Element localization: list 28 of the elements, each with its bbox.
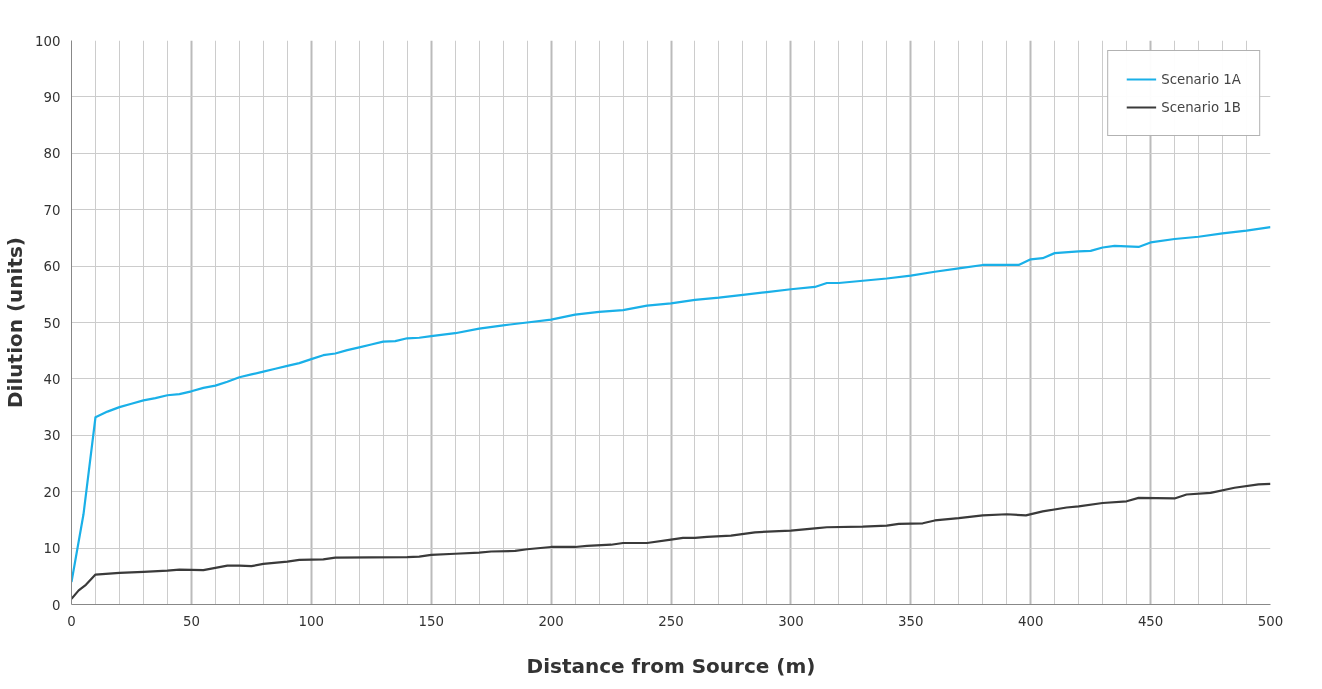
y-tick-label: 0 — [52, 597, 61, 613]
x-tick-label: 450 — [1137, 613, 1164, 629]
y-tick-label: 30 — [43, 428, 61, 444]
y-tick-label: 70 — [43, 202, 61, 218]
y-tick-label: 90 — [43, 89, 61, 105]
x-tick-label: 50 — [182, 613, 200, 629]
y-tick-label: 40 — [43, 371, 61, 387]
x-tick-label: 300 — [778, 613, 804, 629]
x-tick-label: 100 — [298, 613, 325, 629]
x-tick-label: 200 — [538, 613, 564, 629]
y-tick-label: 10 — [43, 541, 61, 557]
legend-label: Scenario 1B — [1161, 99, 1241, 115]
x-tick-label: 400 — [1017, 613, 1044, 629]
x-tick-label: 0 — [67, 613, 76, 629]
y-tick-label: 60 — [43, 259, 61, 275]
x-tick-label: 350 — [898, 613, 924, 629]
x-tick-label: 150 — [418, 613, 444, 629]
y-axis-title: Dilution (units) — [3, 236, 28, 408]
line-series — [71, 226, 1271, 584]
y-tick-label: 20 — [43, 484, 61, 500]
x-axis-title: Distance from Source (m) — [526, 653, 816, 678]
y-tick-label: 100 — [35, 33, 61, 49]
legend-label: Scenario 1A — [1161, 71, 1241, 87]
y-tick-label: 50 — [43, 315, 61, 331]
y-tick-label: 80 — [43, 146, 61, 162]
x-tick-label: 500 — [1257, 613, 1284, 629]
line-series — [71, 482, 1271, 600]
x-tick-label: 250 — [658, 613, 684, 629]
